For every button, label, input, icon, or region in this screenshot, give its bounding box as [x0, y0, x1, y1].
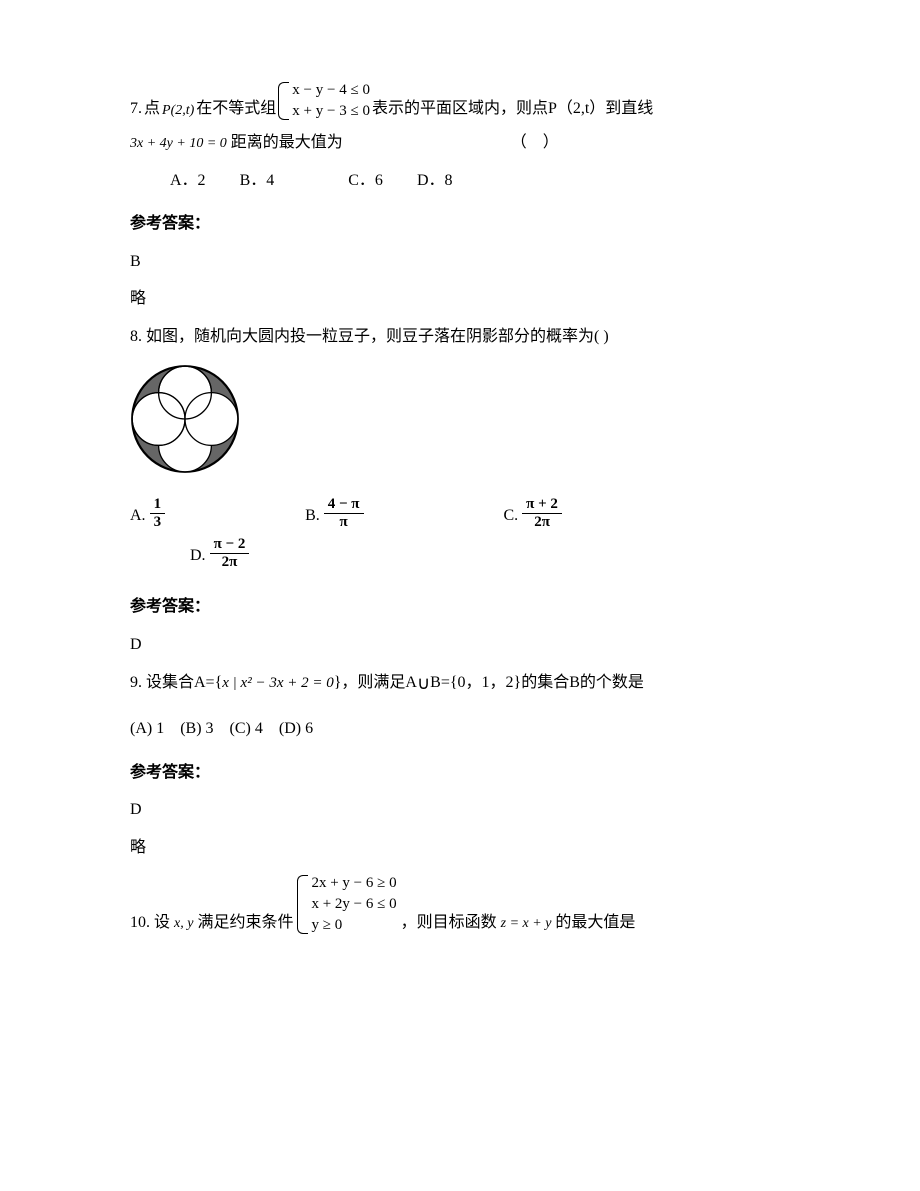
- q8-options: A. 1 3 B. 4 − π π C. π + 2 2π D. π − 2: [130, 496, 860, 576]
- q8-opt-a-frac: 1 3: [150, 496, 166, 530]
- q10-xy: x, y: [174, 913, 193, 935]
- q7-point-expr: P(2,t): [162, 100, 194, 122]
- q9-line: 9. 设集合A={x | x² − 3x + 2 = 0}，则满足A∪B={0，…: [130, 669, 860, 698]
- q7-system: x − y − 4 ≤ 0 x + y − 3 ≤ 0: [278, 80, 370, 122]
- q7-paren: （ ）: [511, 134, 559, 151]
- q10-line: 10. 设 x, y 满足约束条件 2x + y − 6 ≥ 0 x + 2y …: [130, 873, 860, 936]
- q10-prefix: 10. 设: [130, 910, 170, 936]
- q8-opt-c-label: C.: [504, 503, 519, 531]
- q7-intro3: 表示的平面区域内，则点P（2,t）到直线: [372, 96, 653, 122]
- q8-opt-d-frac: π − 2 2π: [210, 536, 250, 570]
- q7-line-expr: 3x + 4y + 10 = 0: [130, 136, 227, 151]
- q9-options: (A) 1 (B) 3 (C) 4 (D) 6: [130, 716, 860, 742]
- q7-number: 7.: [130, 96, 142, 122]
- q8-d-den: 2π: [210, 554, 250, 571]
- circle-diagram-icon: [130, 364, 240, 474]
- q8-figure: [130, 364, 860, 483]
- question-8: 8. 如图，随机向大圆内投一粒豆子，则豆子落在阴影部分的概率为( ) A. 1 …: [130, 324, 860, 657]
- q8-text: 8. 如图，随机向大圆内投一粒豆子，则豆子落在阴影部分的概率为( ): [130, 324, 860, 350]
- q8-b-den: π: [324, 514, 364, 531]
- q7-opt-b: B．4: [240, 172, 275, 189]
- union-icon: ∪: [417, 669, 430, 698]
- q10-z-expr: z = x + y: [501, 913, 552, 935]
- q8-a-num: 1: [150, 496, 166, 514]
- q8-opt-a-label: A.: [130, 503, 146, 531]
- q9-set-expr: x | x² − 3x + 2 = 0: [222, 675, 333, 691]
- question-10: 10. 设 x, y 满足约束条件 2x + y − 6 ≥ 0 x + 2y …: [130, 873, 860, 936]
- q8-opt-a: A. 1 3: [130, 496, 165, 530]
- q9-answer-heading: 参考答案：: [130, 760, 860, 786]
- q9-suffix: B={0，1，2}的集合B的个数是: [430, 674, 644, 691]
- q8-opt-c-frac: π + 2 2π: [522, 496, 562, 530]
- q7-opt-a: A．2: [170, 172, 206, 189]
- q7-answer: B: [130, 249, 860, 275]
- question-9: 9. 设集合A={x | x² − 3x + 2 = 0}，则满足A∪B={0，…: [130, 669, 860, 860]
- q10-sys-row1: 2x + y − 6 ≥ 0: [311, 873, 396, 894]
- q8-opt-b-frac: 4 − π π: [324, 496, 364, 530]
- q7-opt-d: D．8: [417, 172, 453, 189]
- q7-skip: 略: [130, 286, 860, 312]
- q8-answer: D: [130, 632, 860, 658]
- q8-opt-b-label: B.: [305, 503, 320, 531]
- q8-opt-b: B. 4 − π π: [305, 496, 363, 530]
- q7-line1: 7. 点 P(2,t) 在不等式组 x − y − 4 ≤ 0 x + y − …: [130, 80, 860, 122]
- q7-sys-row1: x − y − 4 ≤ 0: [292, 80, 370, 101]
- q8-c-den: 2π: [522, 514, 562, 531]
- q8-a-den: 3: [150, 514, 166, 531]
- q9-skip: 略: [130, 835, 860, 861]
- q7-intro4: 距离的最大值为: [231, 134, 343, 151]
- q7-opt-c: C．6: [348, 172, 383, 189]
- q10-sys-row3: y ≥ 0: [311, 915, 396, 936]
- q9-answer: D: [130, 797, 860, 823]
- q8-opt-d-label: D.: [190, 543, 206, 571]
- q10-system: 2x + y − 6 ≥ 0 x + 2y − 6 ≤ 0 y ≥ 0: [297, 873, 396, 936]
- q7-sys-row2: x + y − 3 ≤ 0: [292, 101, 370, 122]
- q8-opt-c: C. π + 2 2π: [504, 496, 562, 530]
- q10-mid1: 满足约束条件: [197, 910, 293, 936]
- q8-d-num: π − 2: [210, 536, 250, 554]
- q7-answer-heading: 参考答案：: [130, 211, 860, 237]
- q9-prefix: 9. 设集合A={: [130, 674, 222, 691]
- q8-b-num: 4 − π: [324, 496, 364, 514]
- q7-line2: 3x + 4y + 10 = 0 距离的最大值为 （ ）: [130, 130, 860, 156]
- q7-options: A．2 B．4 C．6 D．8: [170, 168, 860, 194]
- q10-mid2: ，则目标函数: [401, 910, 497, 936]
- q10-sys-row2: x + 2y − 6 ≤ 0: [311, 894, 396, 915]
- q8-c-num: π + 2: [522, 496, 562, 514]
- q7-intro1: 点: [144, 96, 160, 122]
- q8-opt-d: D. π − 2 2π: [190, 536, 249, 570]
- q8-answer-heading: 参考答案：: [130, 594, 860, 620]
- q9-mid: }，则满足A: [334, 674, 417, 691]
- q10-mid3: 的最大值是: [555, 910, 635, 936]
- q7-intro2: 在不等式组: [196, 96, 276, 122]
- question-7: 7. 点 P(2,t) 在不等式组 x − y − 4 ≤ 0 x + y − …: [130, 80, 860, 312]
